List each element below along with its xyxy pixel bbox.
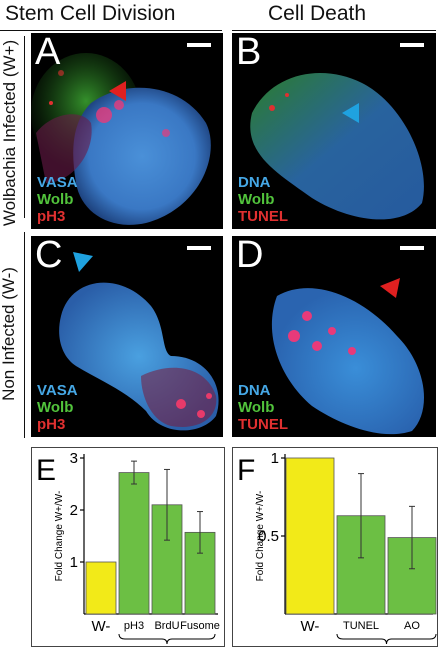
legend-dna: DNA	[238, 382, 271, 399]
panel-a-legend: VASA Wolb pH3	[37, 174, 78, 225]
legend-dna: DNA	[238, 174, 271, 191]
bar-ph3	[118, 472, 150, 615]
y-tick-label: 1	[271, 450, 279, 467]
x-tick-label: W-	[301, 618, 320, 635]
panel-a-arrowhead-shape	[109, 81, 126, 101]
panel-c-arrowhead-shape	[73, 252, 93, 272]
panel-c-letter: C	[35, 236, 63, 276]
chart-f-letter: F	[237, 454, 255, 487]
legend-tunel: TUNEL	[238, 416, 288, 433]
x-tick-label: Fusome	[180, 620, 220, 632]
header-underline-left	[0, 30, 222, 31]
header-underline-right	[232, 30, 436, 31]
panel-c-arrowhead	[73, 252, 93, 272]
row-divider-top	[24, 36, 25, 218]
panel-d-legend: DNA Wolb TUNEL	[238, 382, 288, 433]
group-brace	[118, 633, 216, 645]
y-tick-label: 0.5	[258, 528, 279, 545]
micrograph-panel-c: C VASA Wolb pH3	[31, 236, 223, 437]
x-tick-label: pH3	[124, 620, 144, 632]
panel-a-arrowhead	[109, 81, 126, 101]
x-tick-label: TUNEL	[343, 620, 379, 632]
legend-ph3: pH3	[37, 208, 66, 225]
x-tick-label: W-	[92, 618, 111, 635]
panel-b-arrowhead-shape	[342, 103, 359, 123]
y-tick-label: 3	[70, 450, 78, 467]
y-axis-label: Fold Change W+/W-	[54, 491, 65, 582]
y-tick-label: 2	[70, 502, 78, 519]
micrograph-panel-d: D DNA Wolb TUNEL	[232, 236, 436, 437]
panel-d-arrowhead-shape	[380, 278, 400, 298]
legend-tunel: TUNEL	[238, 208, 288, 225]
panel-d-arrowhead	[380, 278, 400, 298]
group-brace	[336, 633, 437, 645]
micrograph-panel-a: A VASA Wolb pH3	[31, 33, 223, 229]
panel-c-scale-bar	[187, 246, 211, 250]
legend-wolb: Wolb	[238, 191, 275, 208]
bar-w-	[285, 457, 335, 615]
panel-b-arrowhead	[342, 103, 359, 123]
legend-wolb: Wolb	[37, 191, 74, 208]
row-divider-bottom	[24, 232, 25, 438]
panel-b-image	[250, 73, 424, 220]
panel-a-letter: A	[35, 33, 61, 73]
panel-b-scale-bar	[400, 43, 424, 47]
x-tick-label: BrdU	[154, 620, 179, 632]
legend-vasa: VASA	[37, 382, 78, 399]
chart-e-letter: E	[36, 454, 56, 487]
y-axis-label: Fold Change W+/W-	[255, 491, 266, 582]
legend-wolb: Wolb	[238, 399, 275, 416]
legend-wolb: Wolb	[37, 399, 74, 416]
panel-c-image	[59, 282, 219, 431]
micrograph-panel-b: B DNA Wolb TUNEL	[232, 33, 436, 229]
bar-w-	[85, 561, 117, 615]
y-tick-label: 1	[70, 554, 78, 571]
legend-vasa: VASA	[37, 174, 78, 191]
panel-a-image	[31, 53, 211, 225]
legend-ph3: pH3	[37, 416, 66, 433]
panel-d-image	[271, 288, 424, 435]
header-cell-death: Cell Death	[268, 2, 367, 25]
panel-b-legend: DNA Wolb TUNEL	[238, 174, 288, 225]
panel-b-letter: B	[236, 33, 262, 73]
x-tick-label: AO	[404, 620, 420, 632]
panel-d-scale-bar	[400, 246, 424, 250]
row-label-non-infected: Non Infected (W-)	[0, 267, 18, 401]
panel-d-letter: D	[236, 236, 264, 276]
header-stem-cell-division: Stem Cell Division	[5, 2, 176, 25]
panel-a-scale-bar	[187, 43, 211, 47]
panel-c-legend: VASA Wolb pH3	[37, 382, 78, 433]
row-label-infected: Wolbachia Infected (W+)	[0, 39, 19, 227]
